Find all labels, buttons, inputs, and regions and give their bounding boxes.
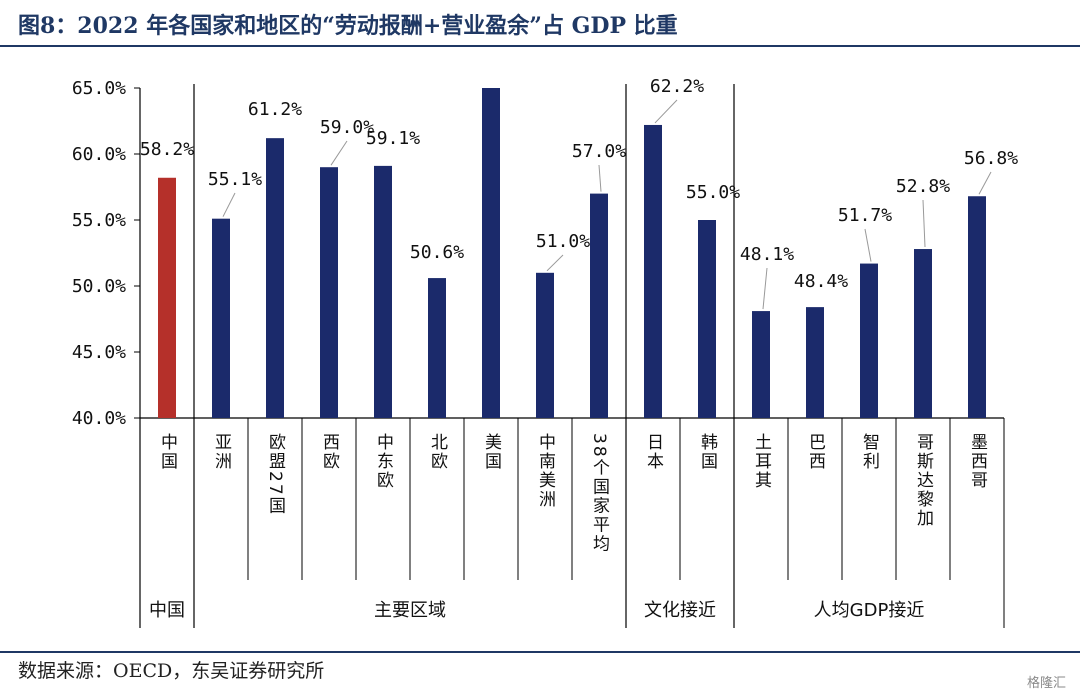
group-label: 中国: [149, 600, 185, 621]
y-tick-label: 65.0%: [72, 78, 126, 99]
data-label: 52.8%: [896, 176, 950, 197]
data-label: 48.1%: [740, 244, 794, 265]
bar: [752, 311, 770, 418]
bar: [158, 177, 176, 418]
bar: [914, 249, 932, 418]
data-label-leader: [922, 199, 926, 248]
data-label: 62.2%: [650, 76, 704, 97]
bar: [482, 88, 500, 418]
y-tick-label: 60.0%: [72, 144, 126, 165]
data-label: 51.0%: [536, 231, 590, 252]
bar: [320, 167, 338, 418]
category-label: 巴西: [805, 433, 825, 471]
category-label: 北欧: [427, 433, 448, 471]
category-label: 西欧: [319, 433, 339, 471]
data-label-leader: [546, 254, 564, 272]
data-label: 51.7%: [838, 205, 892, 226]
bar: [644, 124, 662, 419]
category-label: 哥斯达黎加: [913, 433, 934, 528]
data-label-leader: [762, 267, 768, 310]
footer-divider: [0, 651, 1080, 653]
category-label: 墨西哥: [967, 433, 988, 490]
watermark: 格隆汇: [1027, 672, 1066, 691]
data-label: 59.1%: [366, 128, 420, 149]
group-label: 文化接近: [644, 600, 716, 621]
bar: [212, 218, 230, 418]
category-label: 美国: [481, 433, 502, 471]
data-label-leader: [654, 99, 678, 124]
data-label-leader: [864, 228, 872, 262]
category-label: 中南美洲: [535, 433, 556, 509]
bar: [428, 278, 446, 418]
category-label: 智利: [859, 433, 880, 471]
bar: [590, 193, 608, 418]
watermark-text: 格隆汇: [1026, 676, 1066, 691]
data-label: 56.8%: [964, 148, 1018, 169]
category-label: 土耳其: [751, 433, 772, 490]
category-label: 欧盟27国: [265, 433, 286, 516]
group-label: 主要区域: [374, 600, 446, 621]
category-label: 中东欧: [373, 433, 393, 490]
bar: [698, 220, 716, 418]
data-label: 61.2%: [248, 99, 302, 120]
data-label-leader: [330, 140, 348, 166]
chart-title: 图8：2022 年各国家和地区的“劳动报酬+营业盈余”占 GDP 比重: [18, 13, 678, 39]
data-label: 50.6%: [410, 242, 464, 263]
y-tick-label: 55.0%: [72, 210, 126, 231]
data-label: 58.2%: [140, 139, 194, 160]
bar: [860, 263, 878, 418]
data-label-leader: [222, 192, 236, 217]
category-label: 日本: [643, 433, 664, 471]
title-divider: [0, 45, 1080, 47]
group-label: 人均GDP接近: [814, 600, 925, 621]
category-label: 中国: [157, 433, 177, 471]
bar: [266, 138, 284, 418]
category-label: 韩国: [697, 433, 718, 471]
y-tick-label: 45.0%: [72, 342, 126, 363]
bar: [374, 165, 392, 418]
data-label-leader: [598, 164, 602, 192]
y-tick-label: 40.0%: [72, 408, 126, 429]
data-label: 55.1%: [208, 169, 262, 190]
category-label: 亚洲: [211, 433, 232, 471]
source-note: 数据来源：OECD，东吴证券研究所: [18, 660, 325, 682]
y-tick-label: 50.0%: [72, 276, 126, 297]
data-label-leader: [978, 171, 992, 195]
data-label: 57.0%: [572, 141, 626, 162]
bar-chart: 40.0%45.0%50.0%55.0%60.0%65.0%中国 主要区域 文化接近…: [72, 76, 1018, 628]
data-label: 55.0%: [686, 182, 740, 203]
bar: [968, 196, 986, 418]
category-label: 38个国家平均: [589, 433, 610, 554]
bar: [536, 272, 554, 418]
data-label: 59.0%: [320, 117, 374, 138]
data-label: 48.4%: [794, 271, 848, 292]
bar: [806, 307, 824, 418]
